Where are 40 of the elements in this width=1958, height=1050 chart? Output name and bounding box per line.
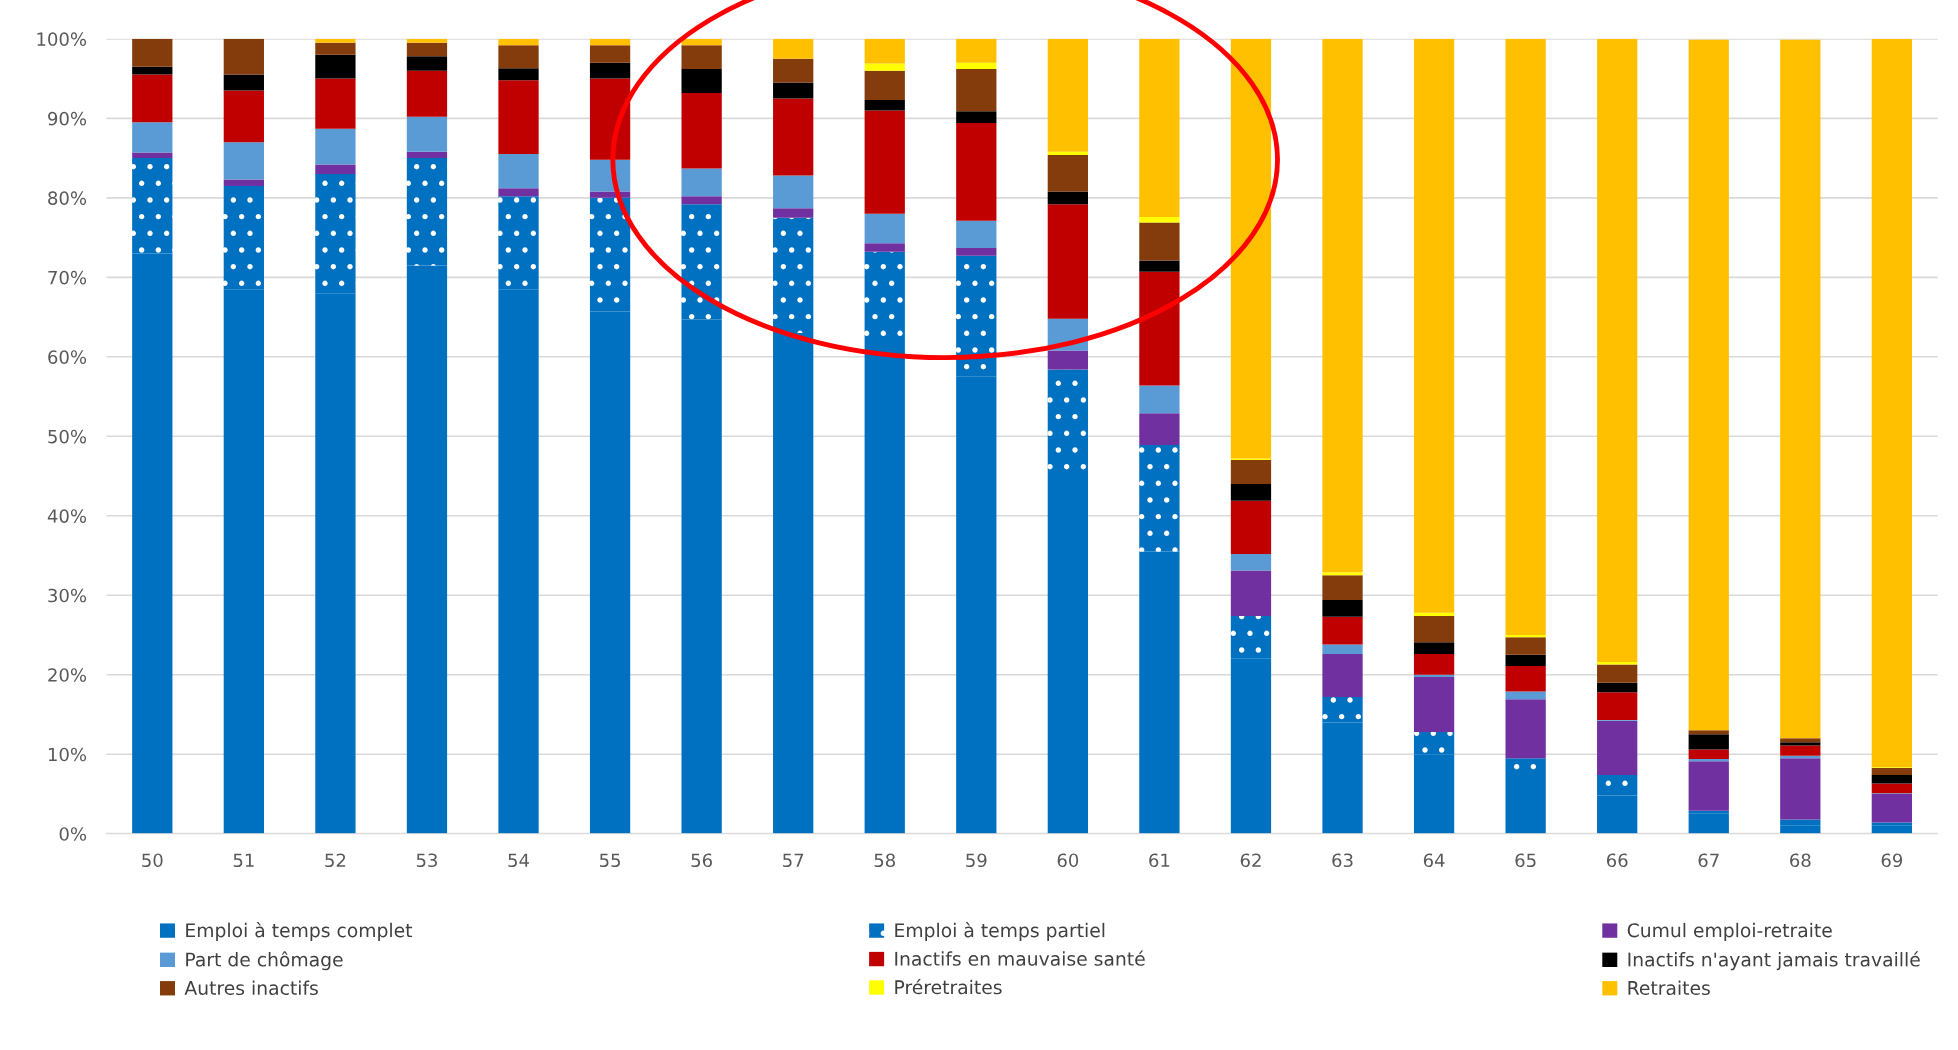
y-tick-label: 70% <box>48 270 87 285</box>
y-tick-label: 90% <box>48 111 87 126</box>
x-tick-label: 58 <box>874 853 895 868</box>
y-tick-label: 50% <box>48 429 87 444</box>
legend-label: Retraites <box>1628 980 1710 996</box>
legend-label: Emploi à temps complet <box>186 922 413 942</box>
legend-label: Inactifs n'ayant jamais travaillé <box>1628 951 1920 971</box>
legend-label: Inactifs en mauvaise santé <box>895 950 1145 966</box>
x-tick-label: 57 <box>783 853 804 868</box>
y-tick-label: 30% <box>48 588 87 603</box>
y-tick-label: 100% <box>37 32 87 46</box>
x-tick-label: 50 <box>142 853 163 868</box>
x-tick-label: 68 <box>1790 853 1811 868</box>
x-tick-label: 64 <box>1423 853 1445 868</box>
x-tick-label: 63 <box>1332 853 1353 868</box>
x-tick-label: 55 <box>599 853 620 868</box>
y-tick-label: 80% <box>48 191 87 205</box>
y-tick-label: 20% <box>48 668 87 682</box>
x-tick-label: 52 <box>325 853 346 868</box>
x-tick-label: 60 <box>1057 853 1079 868</box>
y-tick-label: 40% <box>47 509 87 523</box>
x-tick-label: 62 <box>1240 853 1261 868</box>
legend-label: Préretraites <box>895 979 1002 995</box>
legend-label: Part de chômage <box>186 951 343 971</box>
x-tick-label: 51 <box>233 853 254 868</box>
y-tick-label: 0% <box>59 827 87 841</box>
legend-label: Emploi à temps partiel <box>895 922 1105 942</box>
x-tick-label: 69 <box>1881 853 1903 868</box>
x-tick-label: 67 <box>1698 853 1719 868</box>
x-tick-label: 56 <box>691 853 712 868</box>
x-tick-label: 59 <box>966 853 987 868</box>
x-tick-label: 65 <box>1515 853 1536 868</box>
x-tick-label: 61 <box>1149 853 1170 868</box>
x-tick-label: 53 <box>416 853 437 868</box>
x-tick-label: 66 <box>1606 853 1628 868</box>
y-tick-label: 10% <box>48 747 87 762</box>
legend-label: Cumul emploi-retraite <box>1627 922 1832 942</box>
x-tick-label: 54 <box>508 853 529 868</box>
legend-label: Autres inactifs <box>184 980 318 996</box>
y-tick-label: 60% <box>48 350 87 364</box>
